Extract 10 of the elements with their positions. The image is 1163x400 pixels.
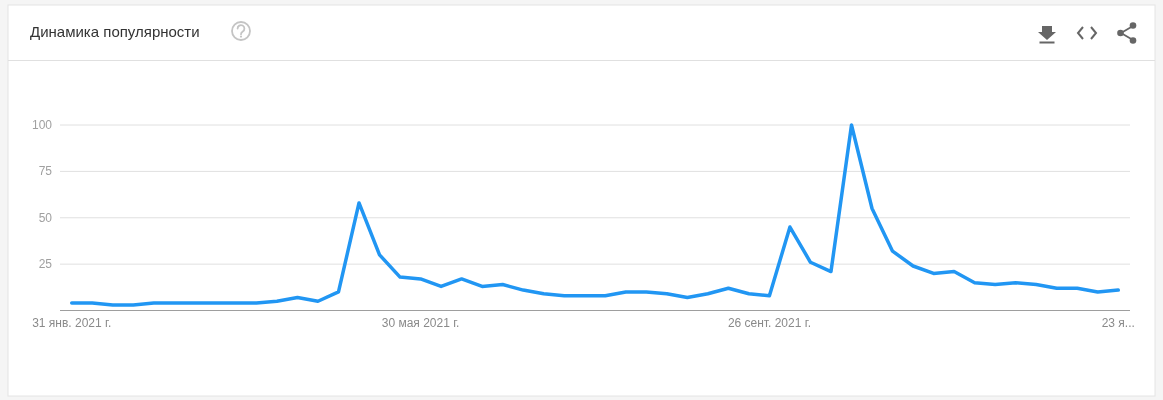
y-tick-label: 25 — [38, 257, 53, 272]
x-tick-label: 23 я... — [1101, 315, 1135, 330]
x-tick-label: 30 мая 2021 г. — [381, 315, 460, 330]
y-tick-label: 50 — [38, 210, 53, 225]
y-tick-label: 75 — [38, 164, 53, 179]
line-series — [69, 123, 1121, 307]
chart-title: Динамика популярности — [30, 23, 200, 40]
y-tick-label: 100 — [31, 118, 53, 132]
x-tick-label: 26 сент. 2021 г. — [727, 315, 811, 330]
x-tick-label: 31 янв. 2021 г. — [32, 315, 112, 330]
